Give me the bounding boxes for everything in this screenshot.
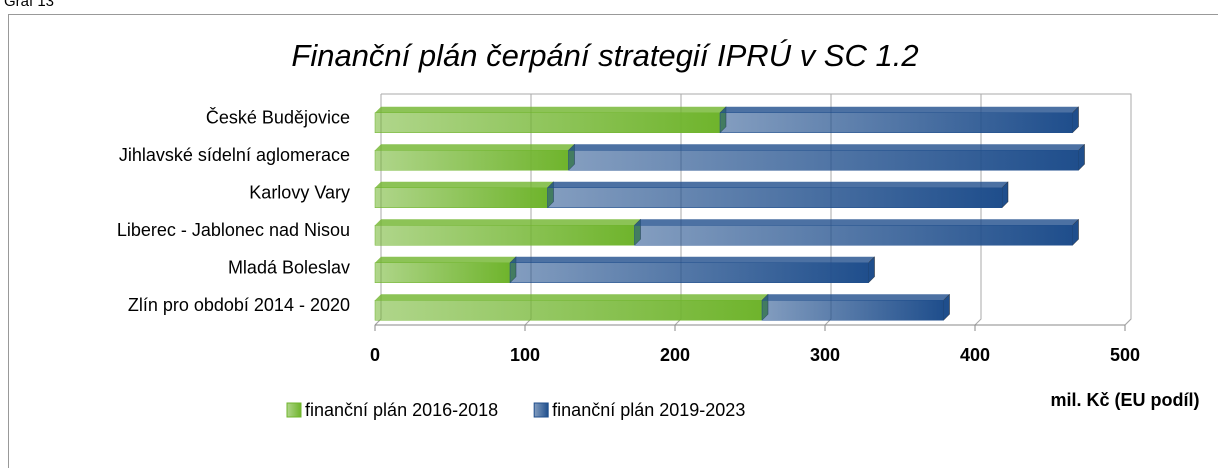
bar-face — [374, 225, 635, 246]
caption: Graf 13 — [4, 0, 54, 10]
bar-top — [375, 256, 516, 263]
bar — [547, 181, 1009, 209]
bar — [374, 106, 727, 134]
y-tick-label: Karlovy Vary — [249, 183, 350, 203]
bar-top — [375, 219, 641, 226]
bar-top — [762, 294, 950, 301]
y-tick-label: Mladá Boleslav — [228, 258, 350, 278]
chart-title: Finanční plán čerpání strategií IPRÚ v S… — [291, 38, 918, 73]
bar-top — [547, 181, 1008, 188]
bar-top — [375, 294, 768, 301]
bar-top — [375, 144, 575, 151]
y-tick-label: České Budějovice — [206, 107, 350, 128]
bar-top — [568, 144, 1085, 151]
bar — [374, 293, 769, 321]
bar-face — [374, 262, 511, 283]
legend-swatch — [533, 402, 549, 418]
bar-face — [547, 187, 1003, 208]
bar-face — [374, 300, 763, 321]
legend-swatch — [286, 402, 302, 418]
x-tick-label: 100 — [510, 345, 540, 365]
legend-label: finanční plán 2016-2018 — [305, 400, 498, 420]
bar-top — [720, 106, 1079, 113]
bar-face — [761, 300, 944, 321]
y-tick-label: Liberec - Jablonec nad Nisou — [117, 220, 350, 240]
y-tick-label: Jihlavské sídelní aglomerace — [119, 145, 350, 165]
bar — [374, 218, 641, 246]
y-tick-label: Zlín pro období 2014 - 2020 — [128, 295, 350, 315]
bar-face — [374, 112, 721, 133]
bar-face — [568, 150, 1079, 171]
bar-face — [634, 225, 1073, 246]
bar — [509, 256, 875, 284]
grid-line — [1124, 94, 1132, 326]
bar — [761, 293, 950, 321]
axis-label: mil. Kč (EU podíl) — [1050, 390, 1199, 410]
legend-label: finanční plán 2019-2023 — [552, 400, 745, 420]
bar-top — [375, 181, 554, 188]
bar-face — [374, 187, 548, 208]
x-tick-label: 200 — [660, 345, 690, 365]
x-tick-label: 500 — [1110, 345, 1140, 365]
bar — [374, 181, 554, 209]
bar — [568, 143, 1085, 171]
x-tick-label: 400 — [960, 345, 990, 365]
bar-face — [509, 262, 869, 283]
bar-top — [375, 106, 726, 113]
x-tick-label: 0 — [370, 345, 380, 365]
bar-face — [374, 150, 569, 171]
x-tick-label: 300 — [810, 345, 840, 365]
bar — [634, 218, 1079, 246]
bar-top — [634, 219, 1079, 226]
bar — [374, 256, 517, 284]
bar — [719, 106, 1079, 134]
bar — [374, 143, 575, 171]
bar-top — [510, 256, 875, 263]
bar-face — [719, 112, 1073, 133]
